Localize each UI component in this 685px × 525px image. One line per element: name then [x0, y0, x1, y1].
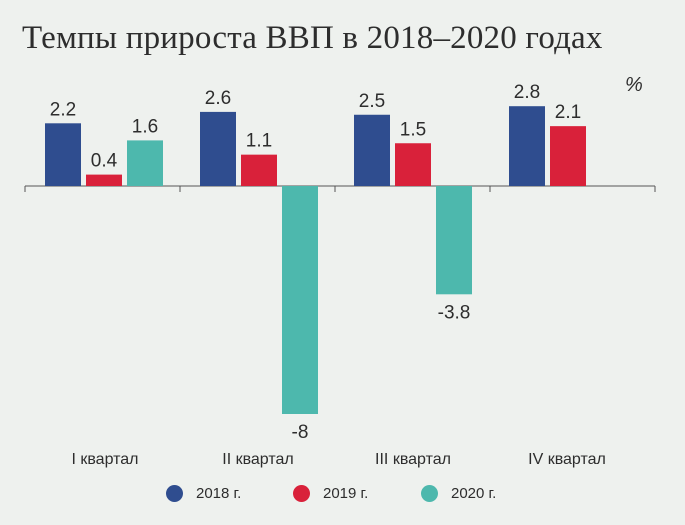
- legend-item-2019: 2019 г.: [293, 485, 368, 502]
- data-label: 2.6: [205, 88, 231, 109]
- legend-marker-2019: [293, 485, 310, 502]
- bar-2020г-q2: [282, 186, 318, 414]
- legend-marker-2020: [421, 485, 438, 502]
- legend-item-2018: 2018 г.: [166, 485, 241, 502]
- legend-label-2019: 2019 г.: [323, 485, 369, 502]
- category-label: III квартал: [375, 451, 451, 468]
- legend-marker-2018: [166, 485, 183, 502]
- data-label: 0.4: [91, 151, 118, 172]
- category-label: IV квартал: [528, 451, 606, 468]
- bar-2020г-q1: [127, 140, 163, 186]
- bar-2018г-q1: [45, 123, 81, 186]
- legend: 2018 г. 2019 г. 2020 г.: [0, 485, 685, 511]
- bar-2019г-q4: [550, 126, 586, 186]
- unit-label: %: [625, 74, 643, 96]
- bar-2018г-q3: [354, 114, 390, 186]
- legend-item-2020: 2020 г.: [421, 485, 496, 502]
- bar-2019г-q2: [241, 154, 277, 186]
- bar-2019г-q1: [86, 174, 122, 186]
- data-label: 1.6: [132, 116, 158, 137]
- legend-label-2018: 2018 г.: [196, 485, 242, 502]
- data-label: -3.8: [438, 302, 471, 323]
- bar-2018г-q4: [509, 106, 545, 186]
- legend-label-2020: 2020 г.: [451, 485, 497, 502]
- bar-2019г-q3: [395, 143, 431, 186]
- bar-2020г-q3: [436, 186, 472, 295]
- data-label: 2.1: [555, 102, 581, 123]
- category-label: II квартал: [222, 451, 293, 468]
- data-label: 2.2: [50, 99, 76, 120]
- chart-title: Темпы прироста ВВП в 2018–2020 годах: [22, 20, 603, 56]
- data-label: 2.5: [359, 91, 385, 112]
- bar-2018г-q2: [200, 111, 236, 186]
- data-label: 1.1: [246, 131, 272, 152]
- data-label: 1.5: [400, 119, 426, 140]
- data-label: 2.8: [514, 82, 540, 103]
- category-label: I квартал: [71, 451, 138, 468]
- data-label: -8: [292, 422, 309, 443]
